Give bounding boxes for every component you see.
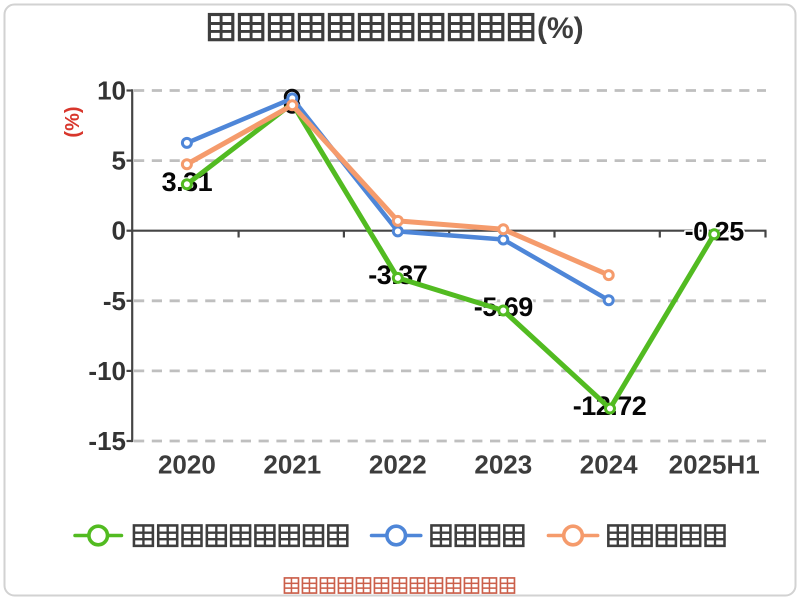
svg-text:-12.72: -12.72 <box>573 391 647 421</box>
svg-text:-5: -5 <box>103 286 126 316</box>
svg-text:2025H1: 2025H1 <box>669 450 760 480</box>
svg-text:2023: 2023 <box>474 450 532 480</box>
svg-text:-15: -15 <box>88 426 126 456</box>
svg-text:(%): (%) <box>62 106 84 137</box>
svg-text:5: 5 <box>112 146 126 176</box>
svg-text:-3.37: -3.37 <box>368 260 427 290</box>
svg-text:(%): (%) <box>537 12 584 45</box>
svg-text:2021: 2021 <box>263 450 321 480</box>
svg-text:2020: 2020 <box>158 450 216 480</box>
svg-text:-0.25: -0.25 <box>685 217 745 247</box>
svg-text:2024: 2024 <box>580 450 638 480</box>
svg-text:-10: -10 <box>88 356 126 386</box>
svg-text:0: 0 <box>112 216 126 246</box>
svg-text:10: 10 <box>97 76 126 106</box>
svg-text:2022: 2022 <box>369 450 427 480</box>
